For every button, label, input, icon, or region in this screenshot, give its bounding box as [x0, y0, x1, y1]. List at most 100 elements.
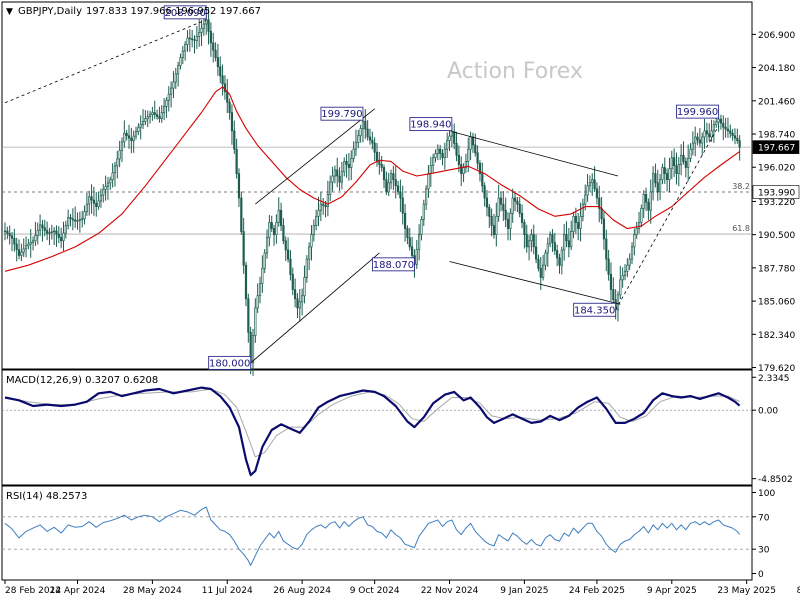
candle-up — [172, 81, 175, 89]
candle-up — [113, 165, 117, 174]
candle-down — [598, 197, 601, 209]
candle-down — [396, 185, 400, 193]
y-tick-label: 0.00 — [758, 407, 778, 417]
candle-down — [57, 233, 60, 238]
candle-down — [226, 91, 229, 103]
macd-pane-frame — [1, 369, 753, 486]
candle-up — [315, 215, 318, 226]
candle-up — [436, 148, 439, 154]
candle-down — [8, 233, 11, 237]
candle-up — [310, 234, 313, 248]
swing-label: 184.350 — [574, 305, 615, 316]
candle-down — [188, 37, 191, 40]
candle-down — [553, 242, 556, 251]
candle-up — [165, 99, 168, 107]
candle-up — [254, 307, 257, 336]
candle-up — [53, 230, 56, 233]
candle-up — [425, 188, 428, 205]
candle-down — [6, 230, 9, 234]
candle-up — [432, 157, 435, 167]
candle-down — [410, 246, 414, 256]
candle-up — [261, 267, 264, 284]
candle-down — [656, 182, 659, 193]
candle-down — [289, 258, 292, 275]
candle-up — [579, 215, 582, 229]
candle-down — [399, 191, 402, 199]
candle-down — [726, 128, 730, 132]
candle-down — [282, 225, 285, 242]
price-pane: 38.2 61.8 208.090 199.790 198.940 199.960 188.… — [2, 5, 752, 376]
candle-down — [490, 215, 493, 226]
swing-label: 199.790 — [321, 109, 362, 120]
candle-up — [34, 235, 37, 242]
candle-up — [572, 215, 575, 232]
indicator-arrow-icon[interactable]: ▼ — [6, 7, 13, 17]
candle-up — [139, 123, 142, 128]
candle-up — [415, 249, 418, 265]
trendline — [4, 19, 207, 104]
candle-up — [619, 279, 622, 296]
trendline — [449, 261, 621, 305]
candle-up — [181, 50, 184, 58]
x-tick-label: 28 Feb 2024 — [5, 586, 61, 596]
candle-down — [230, 112, 234, 132]
candle-down — [577, 222, 580, 229]
rsi-pane-frame — [1, 485, 753, 581]
candle-down — [296, 298, 299, 309]
candle-down — [729, 130, 732, 134]
candle-down — [394, 179, 397, 187]
candle-up — [544, 252, 547, 266]
swing-label: 199.960 — [677, 107, 718, 118]
candle-up — [570, 231, 573, 248]
candle-up — [277, 209, 280, 223]
candle-down — [286, 249, 290, 260]
candle-up — [329, 181, 332, 195]
candle-down — [605, 238, 608, 260]
candle-up — [443, 148, 446, 159]
candle-down — [130, 137, 133, 141]
candle-up — [177, 65, 180, 75]
swing-label: 208.090 — [165, 8, 206, 19]
candle-up — [357, 135, 360, 143]
swing-label-box — [409, 117, 453, 132]
candle-down — [324, 204, 327, 207]
price-tag-label: 197.667 — [758, 144, 795, 154]
candle-up — [200, 27, 203, 33]
candle-up — [687, 157, 690, 168]
candle-down — [537, 258, 540, 269]
candles — [3, 8, 741, 376]
candle-down — [556, 250, 559, 259]
x-tick-label: 8 Jul 2025 — [797, 586, 800, 596]
candle-up — [78, 219, 81, 221]
candle-down — [270, 222, 273, 229]
candle-down — [345, 161, 348, 165]
candle-down — [272, 228, 276, 236]
macd-main-line — [4, 386, 741, 477]
candle-down — [95, 202, 98, 207]
candle-down — [609, 273, 613, 290]
candle-up — [715, 121, 718, 126]
candle-down — [733, 135, 737, 139]
price-tag-box — [752, 140, 800, 154]
candle-down — [474, 144, 477, 154]
candle-down — [60, 237, 63, 242]
candle-up — [352, 148, 355, 159]
swing-label: 198.940 — [410, 120, 451, 131]
candle-up — [450, 131, 453, 137]
candle-down — [158, 116, 161, 119]
y-tick-label: 193.220 — [758, 198, 795, 208]
candle-up — [251, 335, 255, 364]
candle-up — [134, 131, 138, 137]
macd-title: MACD(12,26,9) 0.3207 0.6208 — [6, 375, 158, 386]
candle-down — [43, 227, 46, 231]
candle-down — [488, 206, 491, 217]
candle-up — [691, 142, 694, 150]
candle-down — [10, 235, 14, 239]
candle-up — [27, 243, 30, 246]
candle-down — [506, 219, 510, 229]
price-tag-box — [752, 185, 800, 199]
candle-down — [551, 234, 554, 243]
candle-down — [520, 212, 524, 223]
